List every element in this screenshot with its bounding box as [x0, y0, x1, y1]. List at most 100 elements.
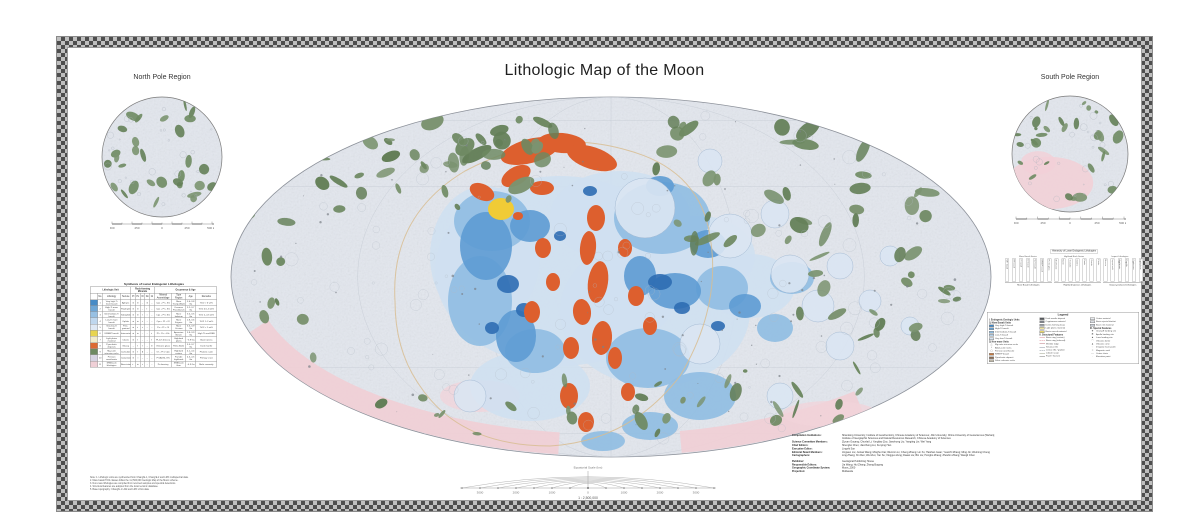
- symbol-swirl-icon: ≈: [1091, 348, 1094, 352]
- svg-text:250: 250: [184, 226, 189, 230]
- legend-item-label: Very high-Ti basalt: [995, 324, 1014, 327]
- legend-item: Basin ring (inferred): [1039, 339, 1087, 342]
- north-pole-scale-bar: 500 250 0 250 500 km: [110, 221, 214, 230]
- tree-leaf: VLT basalt: [1033, 258, 1038, 282]
- tree-leaf: Anorthosite: [1054, 258, 1059, 282]
- legend-item-label: Elevation point: [1096, 355, 1111, 358]
- svg-text:500: 500: [110, 226, 115, 230]
- legend-item: ★ Chang'E landing site: [1090, 330, 1137, 333]
- legend-column: Crater material Basin ejecta blanket Basin…: [1090, 317, 1137, 359]
- legend-color-swatch: [989, 334, 994, 337]
- tree-branch-labels: Mare Basalt Series Highland Rock Series Im…: [1005, 255, 1143, 258]
- tree-group-label: Highland Igneous Lithologies: [1053, 282, 1101, 286]
- credits-row: Chief Editors: Shengbo Chen; Jianzhong Li…: [792, 444, 996, 447]
- legend-item-label: Volcanic cone: [1096, 342, 1110, 345]
- lithology-table-title: Synthesis of Lunar Endogenic Lithologies: [123, 283, 184, 286]
- tree-leaf: Light plains: [1138, 258, 1143, 282]
- tree-group-label: Mare Basalt Lithologies: [1005, 282, 1052, 286]
- legend-title: Legend: [1057, 313, 1069, 317]
- table-cell: Mare Tranquillitatis: [171, 299, 186, 306]
- credits-value: Jia Wang; Hui Zhang; Zhang Bogong: [842, 463, 884, 467]
- legend-item-label: Linear rille / graben: [1046, 348, 1065, 351]
- credits-label: Projection:: [792, 470, 806, 474]
- map-sheet: Lithologic Map of the Moon North Pole Re…: [67, 47, 1143, 501]
- legend-item: Cryptomare material: [1039, 320, 1087, 324]
- table-row: 7 Light plains material Clastic ● ◐ – – ◐ Pl-ric…: [90, 336, 217, 343]
- legend-item-label: Basin ring (inferred): [1046, 339, 1066, 342]
- legend-item: Pyroclastic deposit: [989, 356, 1036, 359]
- legend-color-swatch: [989, 324, 994, 327]
- legend-item: Basin massif material: [1039, 330, 1087, 333]
- legend-item-label: Intermediate-Ti basalt: [995, 330, 1017, 333]
- footnote-line: 5. Base topography: Chang'E-1 LAM and LR…: [90, 487, 150, 491]
- tree-leaf: Norite: [1061, 258, 1066, 282]
- tree-leaf: IT basalt: [1019, 258, 1024, 282]
- credits-label: Compilation Institutions:: [792, 434, 822, 437]
- legend-item-label: Silicic volcanic rocks: [995, 359, 1016, 362]
- legend-item-label: Volcanic dome: [1096, 339, 1111, 342]
- legend-item-label: Cryptomare material: [1045, 320, 1066, 323]
- table-cell: SPA basin floor: [171, 360, 186, 368]
- credits-label: Responsible Editors:: [792, 463, 818, 467]
- svg-text:250: 250: [134, 226, 139, 230]
- legend-item: · Elevation point: [1090, 355, 1137, 359]
- south-pole-scale-bar: 500 250 0 250 500 km: [1014, 216, 1126, 225]
- legend-item-label: Ferroan anorthosite: [995, 349, 1015, 352]
- legend-item: Dome-forming lavas: [1039, 323, 1087, 327]
- legend-item-label: Magnetic swirl: [1096, 348, 1110, 352]
- table-cell: SPA basin lithologies: [102, 360, 121, 368]
- svg-text:1 : 2,500,000: 1 : 2,500,000: [578, 496, 598, 500]
- legend-color-swatch: [989, 337, 994, 340]
- legend-section-heading: II. Structural Features: [1039, 333, 1064, 337]
- legend-item-label: Lobate scarp: [1046, 351, 1059, 355]
- legend-item: ⚑ Apollo landing site: [1090, 333, 1137, 336]
- tree-leaf: Cryptomare: [1131, 258, 1136, 282]
- legend-item: Fault / fracture: [1039, 355, 1087, 357]
- legend-item-label: Crater material: [1096, 317, 1111, 320]
- legend-item: Dark mantle deposit: [1039, 317, 1087, 320]
- legend-item: △ Mg-suite intrusive rocks: [989, 343, 1036, 347]
- legend-item-label: Alkali-suite rocks: [995, 346, 1012, 349]
- tree-title: Hierarchy of Lunar Endogenic Lithologies: [1050, 249, 1098, 254]
- table-row: 5 Very low-Ti basalt Fine-grained ● ◐ ◐ – – Px +…: [90, 323, 217, 331]
- table-row: 1 Very high-Ti mare basalt Aphyric ● ● – ● – Cpx…: [90, 299, 217, 306]
- south-pole-label: South Pole Region: [1040, 74, 1100, 81]
- credits-value: Jingwen Liu; Juntao Wang; Minghui Cai; W…: [842, 450, 990, 454]
- legend-line-symbol: [1039, 337, 1045, 338]
- legend-item: Very high-Ti basalt: [989, 324, 1036, 327]
- tree-leaf: Breccia: [1103, 258, 1108, 282]
- legend-item-label: Sinuous rille: [1046, 345, 1058, 348]
- credits-panel: Compilation Institutions: Shandong Univer…: [792, 434, 996, 513]
- credits-value: Ling Zhang; Xin Ren; Wei Zuo; Yan Su; Xi…: [842, 454, 975, 458]
- svg-text:0: 0: [161, 226, 163, 230]
- legend-item: ▲ Volcanic cone: [1090, 343, 1137, 346]
- svg-text:0: 0: [1069, 221, 1071, 225]
- credits-value: Ziyuan Ouyang; Chunlai Li; Yongliao Zou;…: [842, 440, 932, 444]
- tree-branch-label: Mare Basalt Series: [1019, 255, 1037, 258]
- credits-row: Compilation Institutions: Shandong Univer…: [792, 434, 996, 440]
- legend-color-swatch: [989, 353, 994, 356]
- legend-item-label: Apollo landing site: [1096, 332, 1114, 336]
- credits-row: Responsible Editors: Jia Wang; Hui Zhang;…: [792, 463, 996, 466]
- legend-item-label: KREEP basalt: [995, 352, 1009, 356]
- legend-item: Linear rille / graben: [1039, 348, 1087, 351]
- legend-item: ▢ Ferroan anorthosite: [989, 350, 1036, 353]
- legend-item: Basin rim material: [1090, 324, 1137, 327]
- credits-row: Geographic Coordinate System: Moon_2000: [792, 467, 996, 470]
- legend-color-swatch: [1039, 320, 1045, 324]
- symbol-flag-icon: ⚑: [1091, 332, 1094, 336]
- tree-leaf: Troctolite: [1068, 258, 1073, 282]
- tree-leaf: HT basalt: [1012, 258, 1017, 282]
- tree-leaf: Felsite: [1096, 258, 1101, 282]
- footnote-line: 4. Structural features are adopted from …: [90, 484, 159, 488]
- symbol-dome-icon: ◠: [1091, 339, 1094, 343]
- legend-item-label: Luna landing site: [1096, 336, 1113, 339]
- legend-item-label: Irregular mare patch: [1096, 345, 1116, 349]
- legend-item-label: Dome-forming lavas: [1045, 323, 1066, 326]
- legend-item: Lobate scarp: [1039, 351, 1087, 355]
- legend-item: ◠ Volcanic dome: [1090, 339, 1137, 343]
- legend-item: KREEP basalt: [989, 353, 1036, 356]
- legend-item: ◌ Irregular mare patch: [1090, 346, 1137, 349]
- tree-leaf: Regolith: [1124, 258, 1129, 282]
